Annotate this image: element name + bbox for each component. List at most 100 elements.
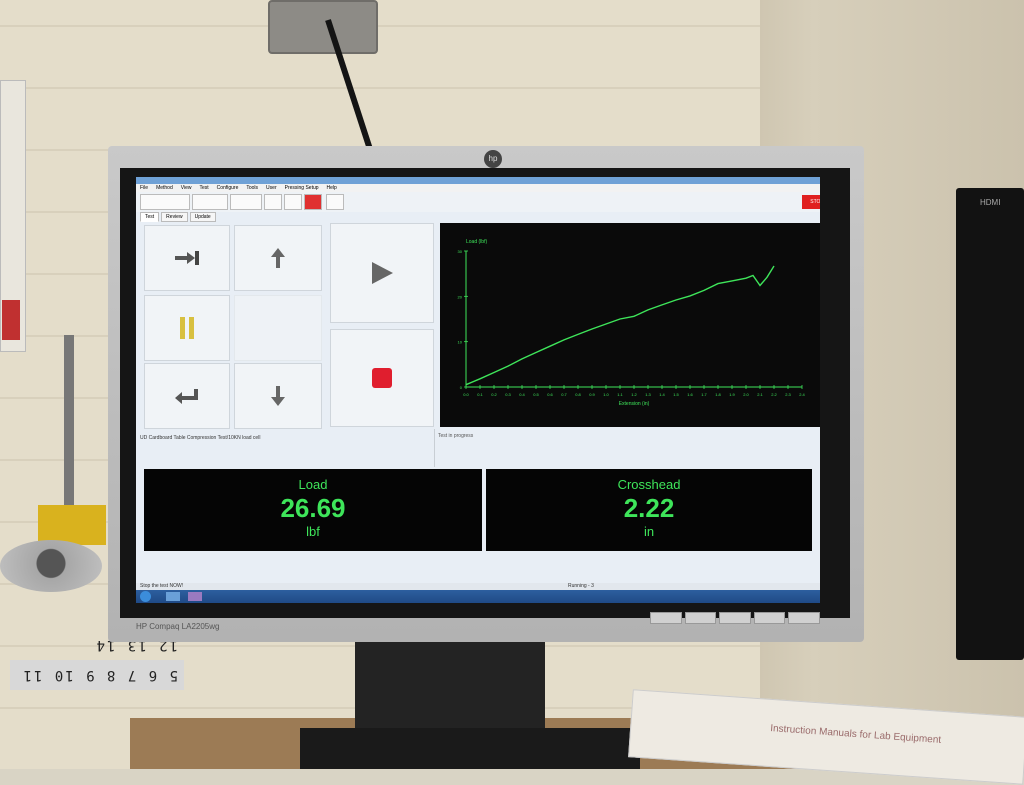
y-axis-label: Load (lbf) <box>466 239 487 245</box>
jog-to-icon <box>175 251 199 265</box>
y-tick-label: 20 <box>458 294 463 299</box>
readout-value: 2.22 <box>623 493 675 523</box>
x-tick-label: 2.4 <box>799 392 805 397</box>
y-tick-label: 10 <box>458 340 463 345</box>
readout-unit: in <box>643 524 655 539</box>
load-readout: Load 26.69 lbf <box>144 469 482 551</box>
x-tick-label: 0.6 <box>547 392 553 397</box>
x-tick-label: 1.2 <box>631 392 637 397</box>
menu-configure[interactable]: Configure <box>216 185 239 191</box>
menubar: File Method View Test Configure Tools Us… <box>136 184 820 192</box>
readout-unit: lbf <box>306 524 320 539</box>
jog-button[interactable] <box>144 225 230 291</box>
screen: File Method View Test Configure Tools Us… <box>136 177 820 603</box>
hp-logo-icon: hp <box>484 150 502 168</box>
wall-outlet <box>268 0 378 54</box>
down-arrow-icon <box>271 386 285 406</box>
taskbar <box>136 590 820 603</box>
x-tick-label: 0.7 <box>561 392 567 397</box>
x-tick-label: 1.7 <box>701 392 707 397</box>
monitor-button[interactable] <box>788 612 820 624</box>
taskbar-app-icon[interactable] <box>166 592 180 601</box>
monitor-button[interactable] <box>684 612 717 624</box>
menu-method[interactable]: Method <box>156 185 173 191</box>
return-button[interactable] <box>144 363 230 429</box>
empty-slot <box>234 295 322 361</box>
window-titlebar <box>136 177 820 184</box>
menu-file[interactable]: File <box>140 185 149 191</box>
x-tick-label: 1.3 <box>645 392 651 397</box>
x-tick-label: 0.2 <box>491 392 497 397</box>
stop-test-button[interactable] <box>330 329 434 427</box>
crosshead-readout: Crosshead 2.22 in <box>486 469 812 551</box>
start-test-button[interactable] <box>330 223 434 323</box>
chart-svg: Load (lbf) Extension (in) 0.0 0.1 0.2 0.3 0.4 0… <box>458 239 806 407</box>
x-tick-label: 1.0 <box>603 392 609 397</box>
x-axis-label: Extension (in) <box>619 401 650 407</box>
toolbar-stop-icon[interactable] <box>304 194 322 210</box>
x-tick-label: 2.0 <box>743 392 749 397</box>
monitor-button[interactable] <box>719 612 751 624</box>
tab-update[interactable]: Update <box>189 212 216 222</box>
tab-bar: Test Review Update <box>140 212 216 222</box>
play-icon <box>372 262 393 284</box>
test-info-text: UD Cardboard Table Compression Test/10KN… <box>140 435 261 441</box>
x-tick-label: 0.8 <box>575 392 581 397</box>
menu-test[interactable]: Test <box>199 185 209 191</box>
tab-review[interactable]: Review <box>161 212 188 222</box>
monitor-button[interactable] <box>753 612 786 624</box>
toolbar-button[interactable] <box>230 194 262 210</box>
side-monitor-logo: HDMI <box>980 198 1001 207</box>
taskbar-app-icon[interactable] <box>188 592 202 601</box>
y-tick-label: 0 <box>460 385 463 390</box>
toolbar-button[interactable] <box>140 194 190 210</box>
monitor-button[interactable] <box>650 612 682 624</box>
x-tick-label: 0.9 <box>589 392 595 397</box>
x-tick-label: 2.3 <box>785 392 791 397</box>
x-tick-label: 1.9 <box>729 392 735 397</box>
pause-button[interactable] <box>144 295 230 361</box>
x-tick-label: 0.0 <box>463 392 469 397</box>
monitor-base <box>300 728 640 769</box>
readout-label: Crosshead <box>617 477 681 492</box>
panel-divider <box>434 429 435 467</box>
menu-user[interactable]: User <box>266 185 277 191</box>
toolbar-button[interactable] <box>192 194 228 210</box>
metal-ring <box>0 540 102 592</box>
x-tick-label: 1.1 <box>617 392 623 397</box>
x-tick-label: 0.3 <box>505 392 511 397</box>
ruler: 5 6 7 8 9 10 11 12 13 14 <box>10 637 184 690</box>
jog-up-button[interactable] <box>234 225 322 291</box>
toolbar <box>136 192 820 212</box>
menu-tools[interactable]: Tools <box>246 185 259 191</box>
x-tick-label: 0.5 <box>533 392 539 397</box>
stop-button[interactable]: STOP <box>802 195 820 209</box>
tab-test[interactable]: Test <box>140 212 160 222</box>
x-tick-label: 2.2 <box>771 392 777 397</box>
start-button-icon[interactable] <box>140 591 151 602</box>
x-tick-label: 2.1 <box>757 392 763 397</box>
x-tick-label: 0.1 <box>477 392 483 397</box>
statusbar-message: Stop the test NOW! <box>140 583 184 589</box>
app-statusbar: Stop the test NOW! Running - 3 <box>136 583 820 590</box>
toolbar-button[interactable] <box>326 194 344 210</box>
stop-square-icon <box>372 368 392 388</box>
pause-icon <box>180 317 194 339</box>
statusbar-running: Running - 3 <box>568 583 594 589</box>
menu-view[interactable]: View <box>180 185 192 191</box>
menu-help[interactable]: Help <box>326 185 337 191</box>
x-tick-label: 0.4 <box>519 392 525 397</box>
series-line <box>465 265 775 386</box>
x-tick-label: 1.8 <box>715 392 721 397</box>
monitor-brand: HP Compaq LA2205wg <box>136 622 220 631</box>
menu-pressing-setup[interactable]: Pressing Setup <box>284 185 319 191</box>
x-tick-label: 1.5 <box>673 392 679 397</box>
jog-down-button[interactable] <box>234 363 322 429</box>
up-arrow-icon <box>271 248 285 268</box>
toolbar-button[interactable] <box>264 194 282 210</box>
progress-text: Test in progress <box>438 433 474 439</box>
monitor-buttons[interactable] <box>650 612 820 624</box>
load-extension-plot: Load (lbf) Extension (in) 0.0 0.1 0.2 0.3 0.4 0… <box>440 223 820 427</box>
toolbar-button[interactable] <box>284 194 302 210</box>
yellow-clamp <box>38 505 106 545</box>
